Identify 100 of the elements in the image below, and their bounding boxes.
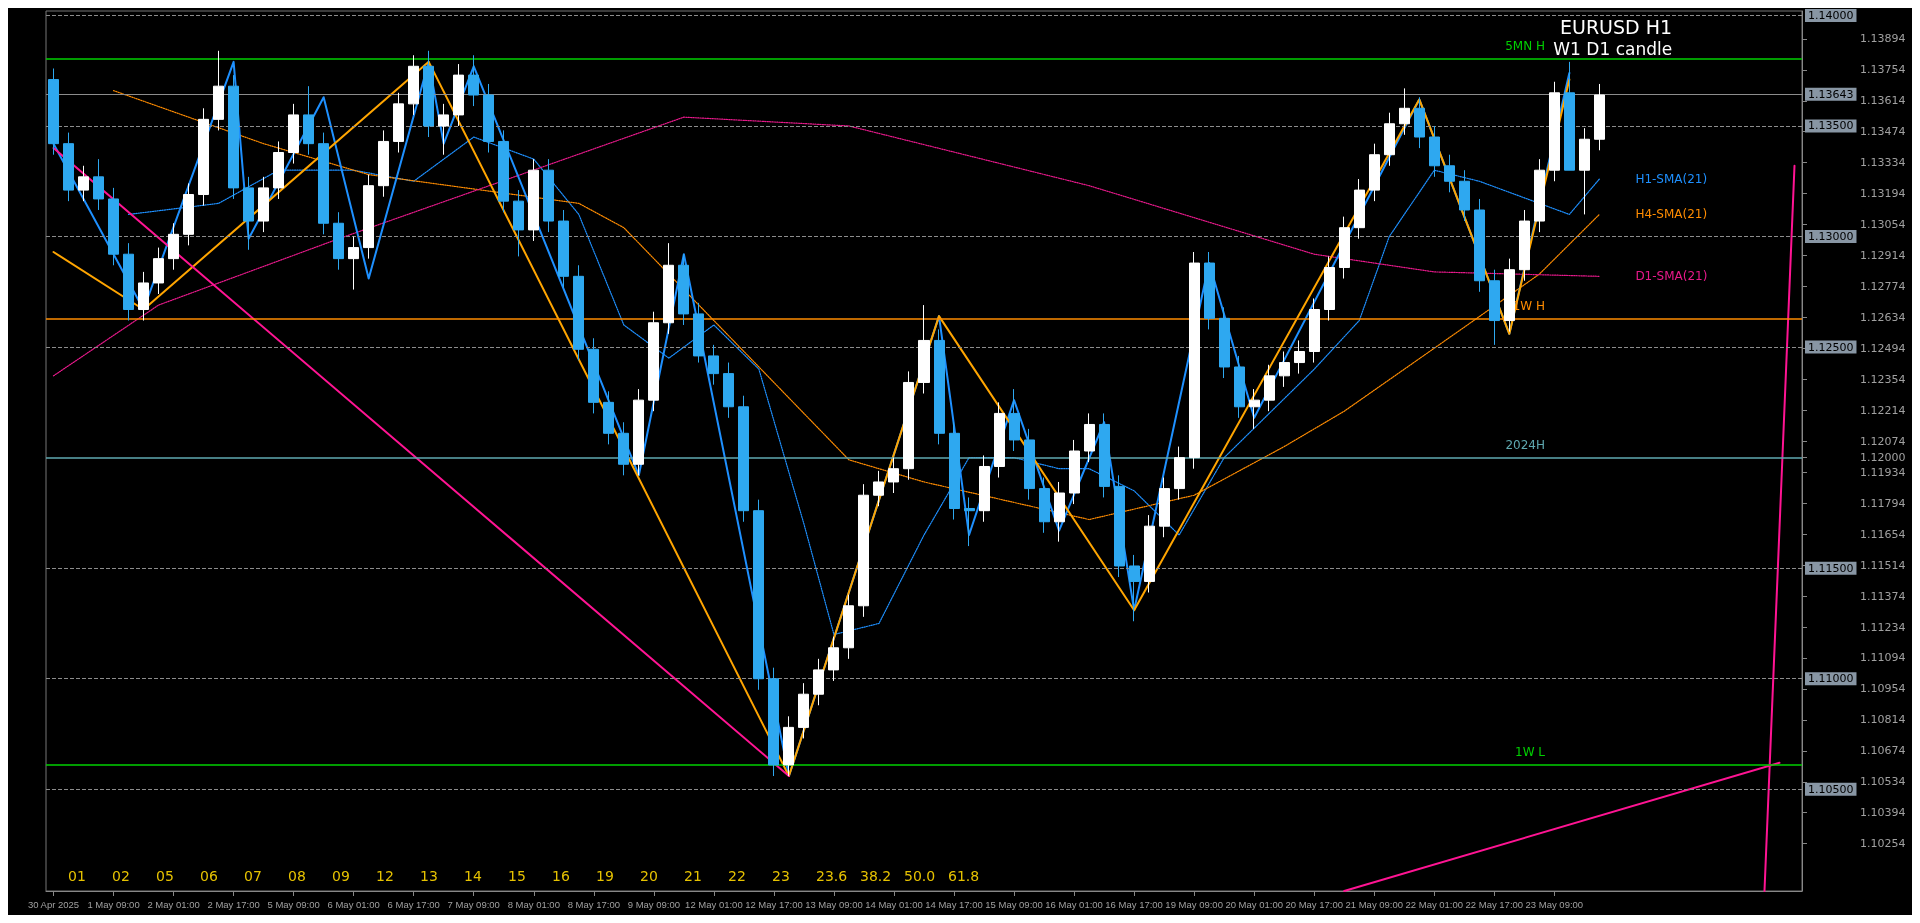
candlestick bbox=[1429, 125, 1440, 178]
ref-line-label: 1.12500 bbox=[1808, 340, 1854, 354]
candlestick bbox=[288, 103, 299, 165]
candlestick bbox=[1039, 477, 1050, 534]
candlestick bbox=[363, 174, 374, 260]
candlestick bbox=[168, 222, 179, 271]
candlestick bbox=[648, 311, 659, 412]
candlestick bbox=[858, 483, 869, 618]
ref-line-label: 1.13643 bbox=[1808, 87, 1854, 101]
ref-line-label: 1.11000 bbox=[1808, 672, 1854, 686]
candlestick bbox=[303, 85, 314, 156]
annotation: 16 bbox=[552, 868, 570, 884]
y-tick-label: 1.12494 bbox=[1860, 341, 1906, 355]
candlestick bbox=[888, 457, 899, 494]
candlestick bbox=[393, 92, 404, 154]
candlestick bbox=[153, 247, 164, 295]
ref-line-label: 2024H bbox=[1505, 437, 1545, 452]
candlestick bbox=[108, 187, 119, 266]
candlestick bbox=[678, 253, 689, 326]
candlestick bbox=[243, 176, 254, 251]
text: D1-SMA(21) bbox=[1635, 269, 1708, 284]
x-tick-label: 12 May 01:00 bbox=[685, 898, 743, 910]
candlestick bbox=[138, 271, 149, 322]
y-tick-label: 1.13194 bbox=[1860, 187, 1906, 201]
candlestick bbox=[1489, 269, 1500, 346]
ref-line-label: 5MN H bbox=[1505, 38, 1545, 53]
annotation: 38.2 bbox=[860, 868, 892, 884]
candlestick bbox=[1504, 258, 1515, 333]
line-series bbox=[52, 116, 1600, 377]
x-tick-label: 6 May 01:00 bbox=[327, 898, 380, 910]
ref-line-label: 1.11500 bbox=[1808, 561, 1854, 575]
candlestick bbox=[213, 50, 224, 131]
candlestick bbox=[1519, 209, 1530, 282]
candlestick bbox=[1129, 554, 1140, 622]
annotation: 12 bbox=[376, 868, 394, 884]
candlestick bbox=[63, 132, 74, 202]
candlestick bbox=[1234, 355, 1245, 419]
x-tick-label: 15 May 09:00 bbox=[985, 898, 1043, 910]
annotation: 08 bbox=[288, 868, 306, 884]
y-tick-label: 1.11934 bbox=[1860, 465, 1906, 479]
annotation: 14 bbox=[464, 868, 482, 884]
candlestick bbox=[258, 176, 269, 233]
candlestick bbox=[408, 54, 419, 116]
candlestick bbox=[1249, 388, 1260, 430]
annotation: 02 bbox=[112, 868, 130, 884]
candlestick bbox=[738, 395, 749, 523]
x-tick-label: 1 May 09:00 bbox=[87, 898, 140, 910]
candlestick bbox=[964, 496, 975, 547]
y-tick-label: 1.12214 bbox=[1860, 403, 1906, 417]
candlestick bbox=[1324, 255, 1335, 322]
y-tick-label: 1.11514 bbox=[1860, 558, 1906, 572]
x-tick-label: 21 May 09:00 bbox=[1345, 898, 1404, 910]
text: W1 D1 candle bbox=[1553, 38, 1673, 59]
annotation: 61.8 bbox=[948, 868, 980, 884]
candlestick bbox=[1399, 87, 1410, 136]
candlestick bbox=[528, 158, 539, 242]
x-tick-label: 9 May 09:00 bbox=[627, 898, 680, 910]
candlestick bbox=[843, 594, 854, 660]
candlestick bbox=[918, 304, 930, 395]
candlestick bbox=[1339, 216, 1350, 280]
candlestick bbox=[198, 107, 209, 207]
candlestick bbox=[1294, 339, 1305, 375]
x-tick-label: 30 Apr 2025 bbox=[27, 898, 80, 910]
candlestick bbox=[588, 337, 599, 414]
y-tick-label: 1.12774 bbox=[1860, 280, 1906, 293]
candlestick bbox=[708, 344, 719, 386]
candlestick bbox=[828, 636, 839, 682]
candlestick bbox=[1219, 306, 1230, 379]
y-tick-label: 1.12354 bbox=[1860, 372, 1906, 386]
y-tick-label: 1.13334 bbox=[1860, 156, 1906, 170]
candlestick bbox=[1579, 127, 1590, 215]
x-tick-label: 2 May 17:00 bbox=[207, 898, 260, 910]
candlestick bbox=[1204, 251, 1215, 330]
candlestick bbox=[348, 236, 359, 291]
x-tick-label: 8 May 17:00 bbox=[567, 898, 620, 910]
x-tick-label: 14 May 01:00 bbox=[865, 898, 923, 910]
candlestick bbox=[333, 211, 344, 271]
annotation: 50.0 bbox=[904, 868, 936, 884]
candlestick bbox=[693, 302, 704, 364]
candlestick bbox=[1189, 251, 1200, 470]
candlestick bbox=[949, 421, 960, 521]
candlestick bbox=[1474, 198, 1485, 293]
candlestick bbox=[93, 158, 104, 211]
annotation: 06 bbox=[200, 868, 218, 884]
x-tick-label: 2 May 01:00 bbox=[147, 898, 200, 910]
candlestick bbox=[1099, 412, 1110, 498]
annotation: 13 bbox=[420, 868, 438, 884]
annotation: 21 bbox=[684, 868, 702, 884]
y-tick-label: 1.12074 bbox=[1860, 434, 1906, 448]
candlestick bbox=[1384, 112, 1395, 167]
y-tick-label: 1.11794 bbox=[1860, 496, 1906, 510]
candlestick bbox=[1309, 297, 1320, 364]
y-tick-label: 1.10254 bbox=[1860, 837, 1906, 851]
y-tick-label: 1.13754 bbox=[1860, 63, 1906, 77]
candlestick bbox=[1264, 364, 1275, 412]
candlestick bbox=[573, 264, 584, 361]
annotation: 22 bbox=[728, 868, 746, 884]
y-tick-label: 1.12000 bbox=[1860, 451, 1906, 465]
chart-title: EURUSD H1 bbox=[1560, 15, 1673, 38]
candlestick bbox=[1159, 477, 1170, 538]
